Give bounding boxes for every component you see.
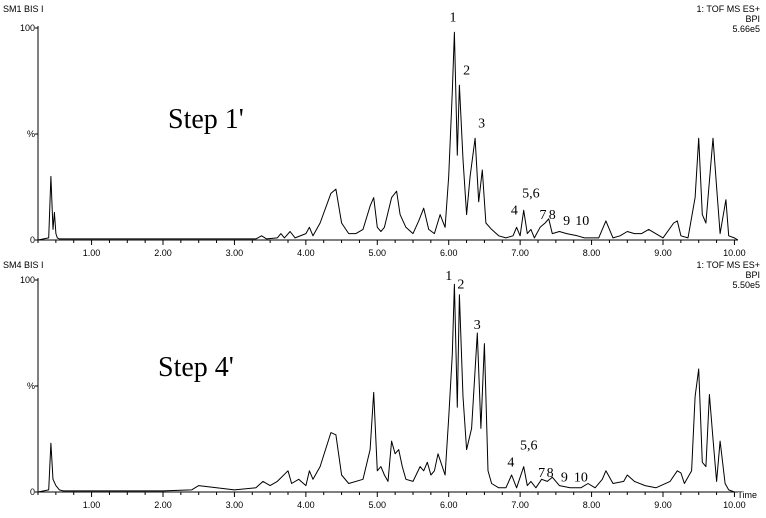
x-tick-label: 1.00 (83, 248, 101, 258)
x-tick-label: 5.00 (369, 500, 387, 510)
peak-label: 2 (463, 64, 470, 79)
peak-label: 10 (575, 214, 589, 229)
x-tick-label: 3.00 (226, 248, 244, 258)
x-tick-label: 8.00 (583, 248, 601, 258)
x-tick-label: 6.00 (440, 500, 458, 510)
chromatogram-trace (37, 31, 739, 241)
chromatogram-trace (37, 283, 738, 493)
step-label: Step 4' (158, 352, 234, 383)
x-tick-label: 3.00 (226, 500, 244, 510)
y-tick-label: 100 (20, 23, 35, 33)
x-tick-label: 4.00 (297, 500, 315, 510)
info-line: 5.66e5 (732, 24, 760, 34)
x-tick-label: 10.00 (723, 500, 746, 510)
x-tick-label: 4.00 (297, 248, 315, 258)
x-tick-label: 2.00 (154, 248, 172, 258)
step-label: Step 1' (168, 104, 244, 135)
info-line: 1: TOF MS ES+ (697, 260, 760, 270)
peak-label: 1 (450, 11, 457, 26)
x-tick-label: 5.00 (369, 248, 387, 258)
peak-label: 4 (507, 456, 514, 471)
info-line: 1: TOF MS ES+ (697, 4, 760, 14)
peak-label: 7 (540, 208, 547, 223)
x-tick-label: 6.00 (440, 248, 458, 258)
x-tick-label: 9.00 (654, 500, 672, 510)
peak-label: 10 (574, 470, 588, 485)
peak-label: 9 (563, 214, 570, 229)
y-tick-label: 0 (30, 235, 35, 245)
y-tick-label: % (27, 381, 35, 391)
x-tick-label: 7.00 (511, 500, 529, 510)
x-tick-label: 10.00 (723, 248, 746, 258)
peak-label: 8 (549, 208, 556, 223)
peak-label: 4 (511, 204, 518, 219)
y-tick-label: 0 (30, 487, 35, 497)
panel-id-label: SM1 BIS I (3, 4, 44, 14)
y-tick-label: % (27, 129, 35, 139)
y-tick-label: 100 (20, 275, 35, 285)
peak-label: 3 (474, 318, 481, 333)
info-line: BPI (745, 14, 760, 24)
info-line: BPI (745, 270, 760, 280)
peak-label: 5,6 (522, 187, 540, 202)
x-tick-label: 9.00 (654, 248, 672, 258)
panel-id-label: SM4 BIS I (3, 260, 44, 270)
peak-label: 1 (445, 269, 452, 284)
x-axis-label: Time (737, 490, 757, 500)
x-tick-label: 7.00 (511, 248, 529, 258)
x-tick-label: 2.00 (154, 500, 172, 510)
x-tick-label: 1.00 (83, 500, 101, 510)
peak-label: 2 (457, 277, 464, 292)
peak-label: 5,6 (520, 439, 538, 454)
x-tick-label: 8.00 (583, 500, 601, 510)
peak-label: 9 (561, 470, 568, 485)
peak-label: 8 (547, 466, 554, 481)
peak-label: 3 (478, 117, 485, 132)
peak-label: 7 (538, 466, 545, 481)
info-line: 5.50e5 (732, 280, 760, 290)
